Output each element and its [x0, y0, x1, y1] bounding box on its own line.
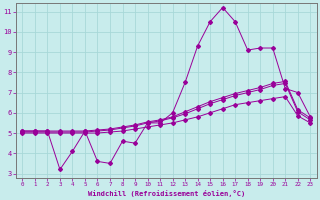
X-axis label: Windchill (Refroidissement éolien,°C): Windchill (Refroidissement éolien,°C) — [88, 190, 245, 197]
